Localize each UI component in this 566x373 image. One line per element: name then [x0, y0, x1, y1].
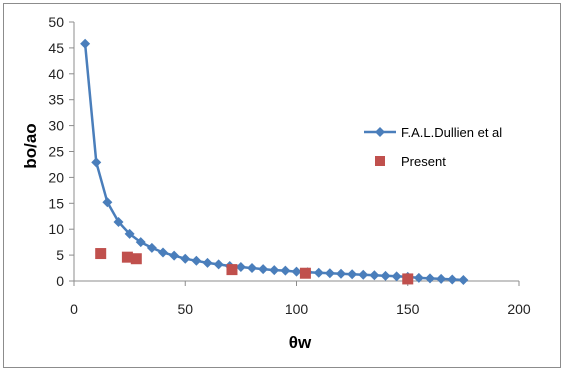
legend-item-present: Present [375, 154, 446, 169]
data-point-dullien [202, 257, 213, 268]
y-axis-title: bo/ao [21, 123, 40, 168]
y-tick-label: 10 [48, 221, 64, 237]
legend-label-dullien: F.A.L.Dullien et al [401, 125, 502, 140]
data-point-dullien [258, 264, 269, 275]
data-point-dullien [324, 268, 335, 279]
data-point-present [299, 267, 311, 279]
data-point-dullien [369, 270, 380, 281]
chart-svg: 0 5 10 15 20 25 30 35 40 45 50 0 50 100 150 200 θw bo/a… [21, 14, 531, 352]
data-point-dullien [280, 265, 291, 276]
y-tick-label: 50 [48, 14, 64, 30]
data-point-dullien [91, 157, 102, 168]
legend-marker-present [375, 156, 385, 166]
data-point-dullien [247, 263, 257, 274]
y-tick-label: 25 [48, 144, 64, 160]
y-tick-label: 15 [48, 195, 64, 211]
data-point-dullien [113, 216, 124, 227]
data-point-dullien [425, 273, 435, 284]
y-tick-label: 45 [48, 40, 64, 56]
data-point-present [226, 264, 238, 276]
x-tick-label: 150 [396, 301, 420, 317]
data-point-dullien [80, 38, 91, 49]
legend-marker-dullien [375, 127, 385, 137]
data-point-dullien [391, 271, 402, 282]
data-point-dullien [291, 266, 302, 277]
x-tick-label: 50 [177, 301, 193, 317]
data-point-dullien [336, 268, 346, 279]
data-point-present [130, 253, 142, 265]
y-tick-label: 20 [48, 169, 64, 185]
data-point-dullien [191, 255, 202, 266]
data-point-dullien [380, 270, 391, 281]
chart-frame: 0 5 10 15 20 25 30 35 40 45 50 0 50 100 150 200 θw bo/a… [3, 3, 561, 368]
legend: F.A.L.Dullien et al Present [364, 125, 502, 169]
data-point-dullien [135, 237, 146, 248]
y-tick-label: 40 [48, 66, 64, 82]
data-point-present [121, 251, 133, 263]
data-point-dullien [436, 273, 447, 284]
data-point-dullien [347, 269, 358, 280]
data-point-dullien [213, 259, 224, 270]
data-point-dullien [180, 253, 191, 264]
legend-item-dullien: F.A.L.Dullien et al [364, 125, 502, 140]
y-tick-label: 0 [56, 273, 64, 289]
data-point-dullien [458, 274, 469, 285]
legend-label-present: Present [401, 154, 446, 169]
data-point-dullien [158, 247, 168, 258]
data-point-dullien [235, 262, 246, 273]
data-point-dullien [169, 250, 180, 261]
data-point-dullien [146, 242, 157, 253]
x-axis-title: θw [289, 333, 312, 352]
y-tick-label: 30 [48, 118, 64, 134]
x-tick-label: 100 [285, 301, 309, 317]
plot-area: 0 5 10 15 20 25 30 35 40 45 50 0 50 100 150 200 [48, 14, 530, 317]
data-point-dullien [447, 274, 458, 285]
data-point-dullien [413, 272, 424, 283]
data-point-present [95, 248, 107, 260]
data-point-dullien [124, 228, 135, 239]
data-point-dullien [269, 265, 280, 276]
y-tick-label: 5 [56, 247, 64, 263]
data-point-present [402, 273, 414, 285]
x-tick-label: 0 [70, 301, 78, 317]
data-point-dullien [358, 269, 369, 280]
data-point-dullien [102, 197, 113, 208]
data-point-dullien [313, 267, 324, 278]
y-tick-label: 35 [48, 92, 64, 108]
x-tick-label: 200 [507, 301, 531, 317]
